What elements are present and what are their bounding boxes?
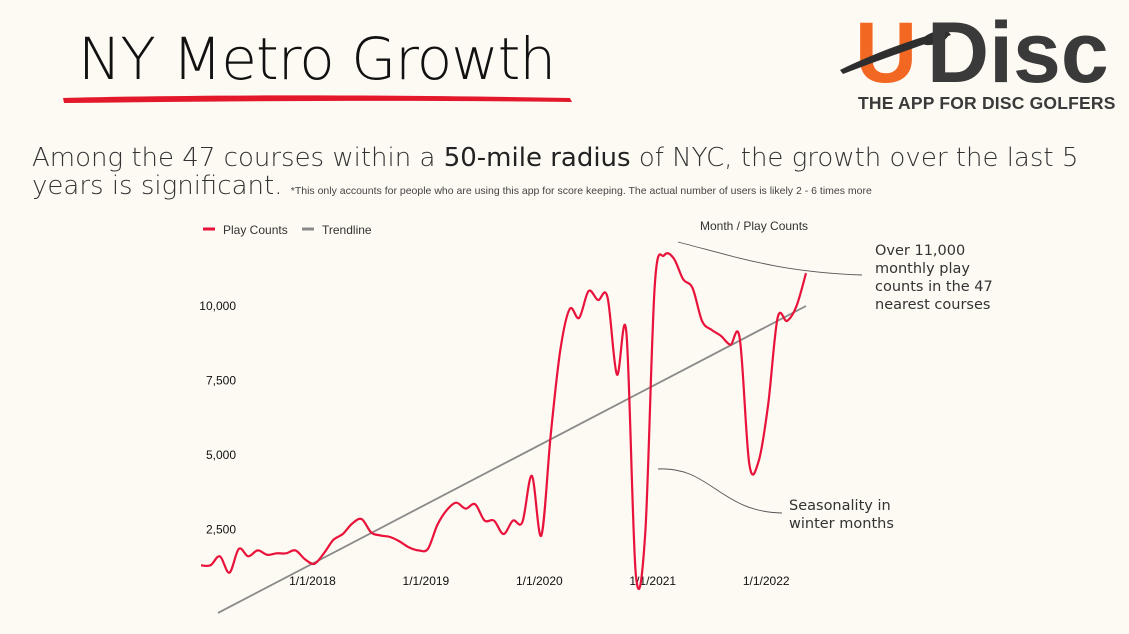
y-tick-label: 2,500 xyxy=(206,523,236,537)
x-axis-ticks: 1/1/2018 1/1/2019 1/1/2020 1/1/2021 1/1/2022 xyxy=(289,574,790,588)
annotation-seasonality-line-1: Seasonality in xyxy=(789,498,891,514)
title-underline xyxy=(63,95,572,103)
subtitle-emphasis: 50-mile radius xyxy=(443,143,631,173)
annotation-seasonality: Seasonality in winter months xyxy=(789,498,895,532)
subtitle-text: Among the 47 courses within a xyxy=(32,143,444,173)
subtitle: Among the 47 courses within a 50-mile ra… xyxy=(32,144,1112,205)
chart-legend: Play Counts Trendline xyxy=(203,223,372,237)
annotation-peak-line-2: monthly play xyxy=(875,261,970,277)
y-tick-label: 7,500 xyxy=(206,374,236,388)
underline-stroke xyxy=(63,95,572,103)
y-tick-label: 5,000 xyxy=(206,448,236,462)
annotation-leader-seasonality xyxy=(657,468,783,514)
y-axis-ticks: 2,500 5,000 7,500 10,000 xyxy=(199,299,236,537)
annotation-peak-line-1: Over 11,000 xyxy=(875,243,965,259)
slide-title: NY Metro Growth xyxy=(78,25,556,93)
legend-label-play-counts: Play Counts xyxy=(223,223,288,237)
annotation-leader-peak xyxy=(677,241,863,276)
chart-title: Month / Play Counts xyxy=(700,219,808,233)
x-tick-label: 1/1/2018 xyxy=(289,574,336,588)
series-layer xyxy=(200,252,808,614)
x-tick-label: 1/1/2020 xyxy=(516,574,563,588)
subtitle-rest: of NYC, the growth over the last 5 years… xyxy=(32,143,1079,201)
annotation-peak-line-3: counts in the 47 xyxy=(875,279,993,295)
y-tick-label: 10,000 xyxy=(199,299,236,313)
x-tick-label: 1/1/2022 xyxy=(743,574,790,588)
annotation-peak-line-4: nearest courses xyxy=(875,297,990,313)
udisc-logo: U Disc xyxy=(835,5,1115,118)
legend-label-trendline: Trendline xyxy=(322,223,372,237)
footnote: *This only accounts for people who are u… xyxy=(290,185,872,197)
x-tick-label: 1/1/2019 xyxy=(403,574,450,588)
series-play-counts xyxy=(200,252,808,590)
disc-logo-icon: U Disc xyxy=(840,5,1109,101)
annotation-peak: Over 11,000 monthly play counts in the 4… xyxy=(875,243,997,313)
annotation-layer: Over 11,000 monthly play counts in the 4… xyxy=(657,241,997,532)
annotation-seasonality-line-2: winter months xyxy=(789,516,894,532)
logo-letters-disc: Disc xyxy=(927,8,1109,98)
logo-tagline: THE APP FOR DISC GOLFERS xyxy=(858,93,1116,113)
logo-disc-shape xyxy=(921,30,949,46)
series-trendline xyxy=(217,305,807,614)
